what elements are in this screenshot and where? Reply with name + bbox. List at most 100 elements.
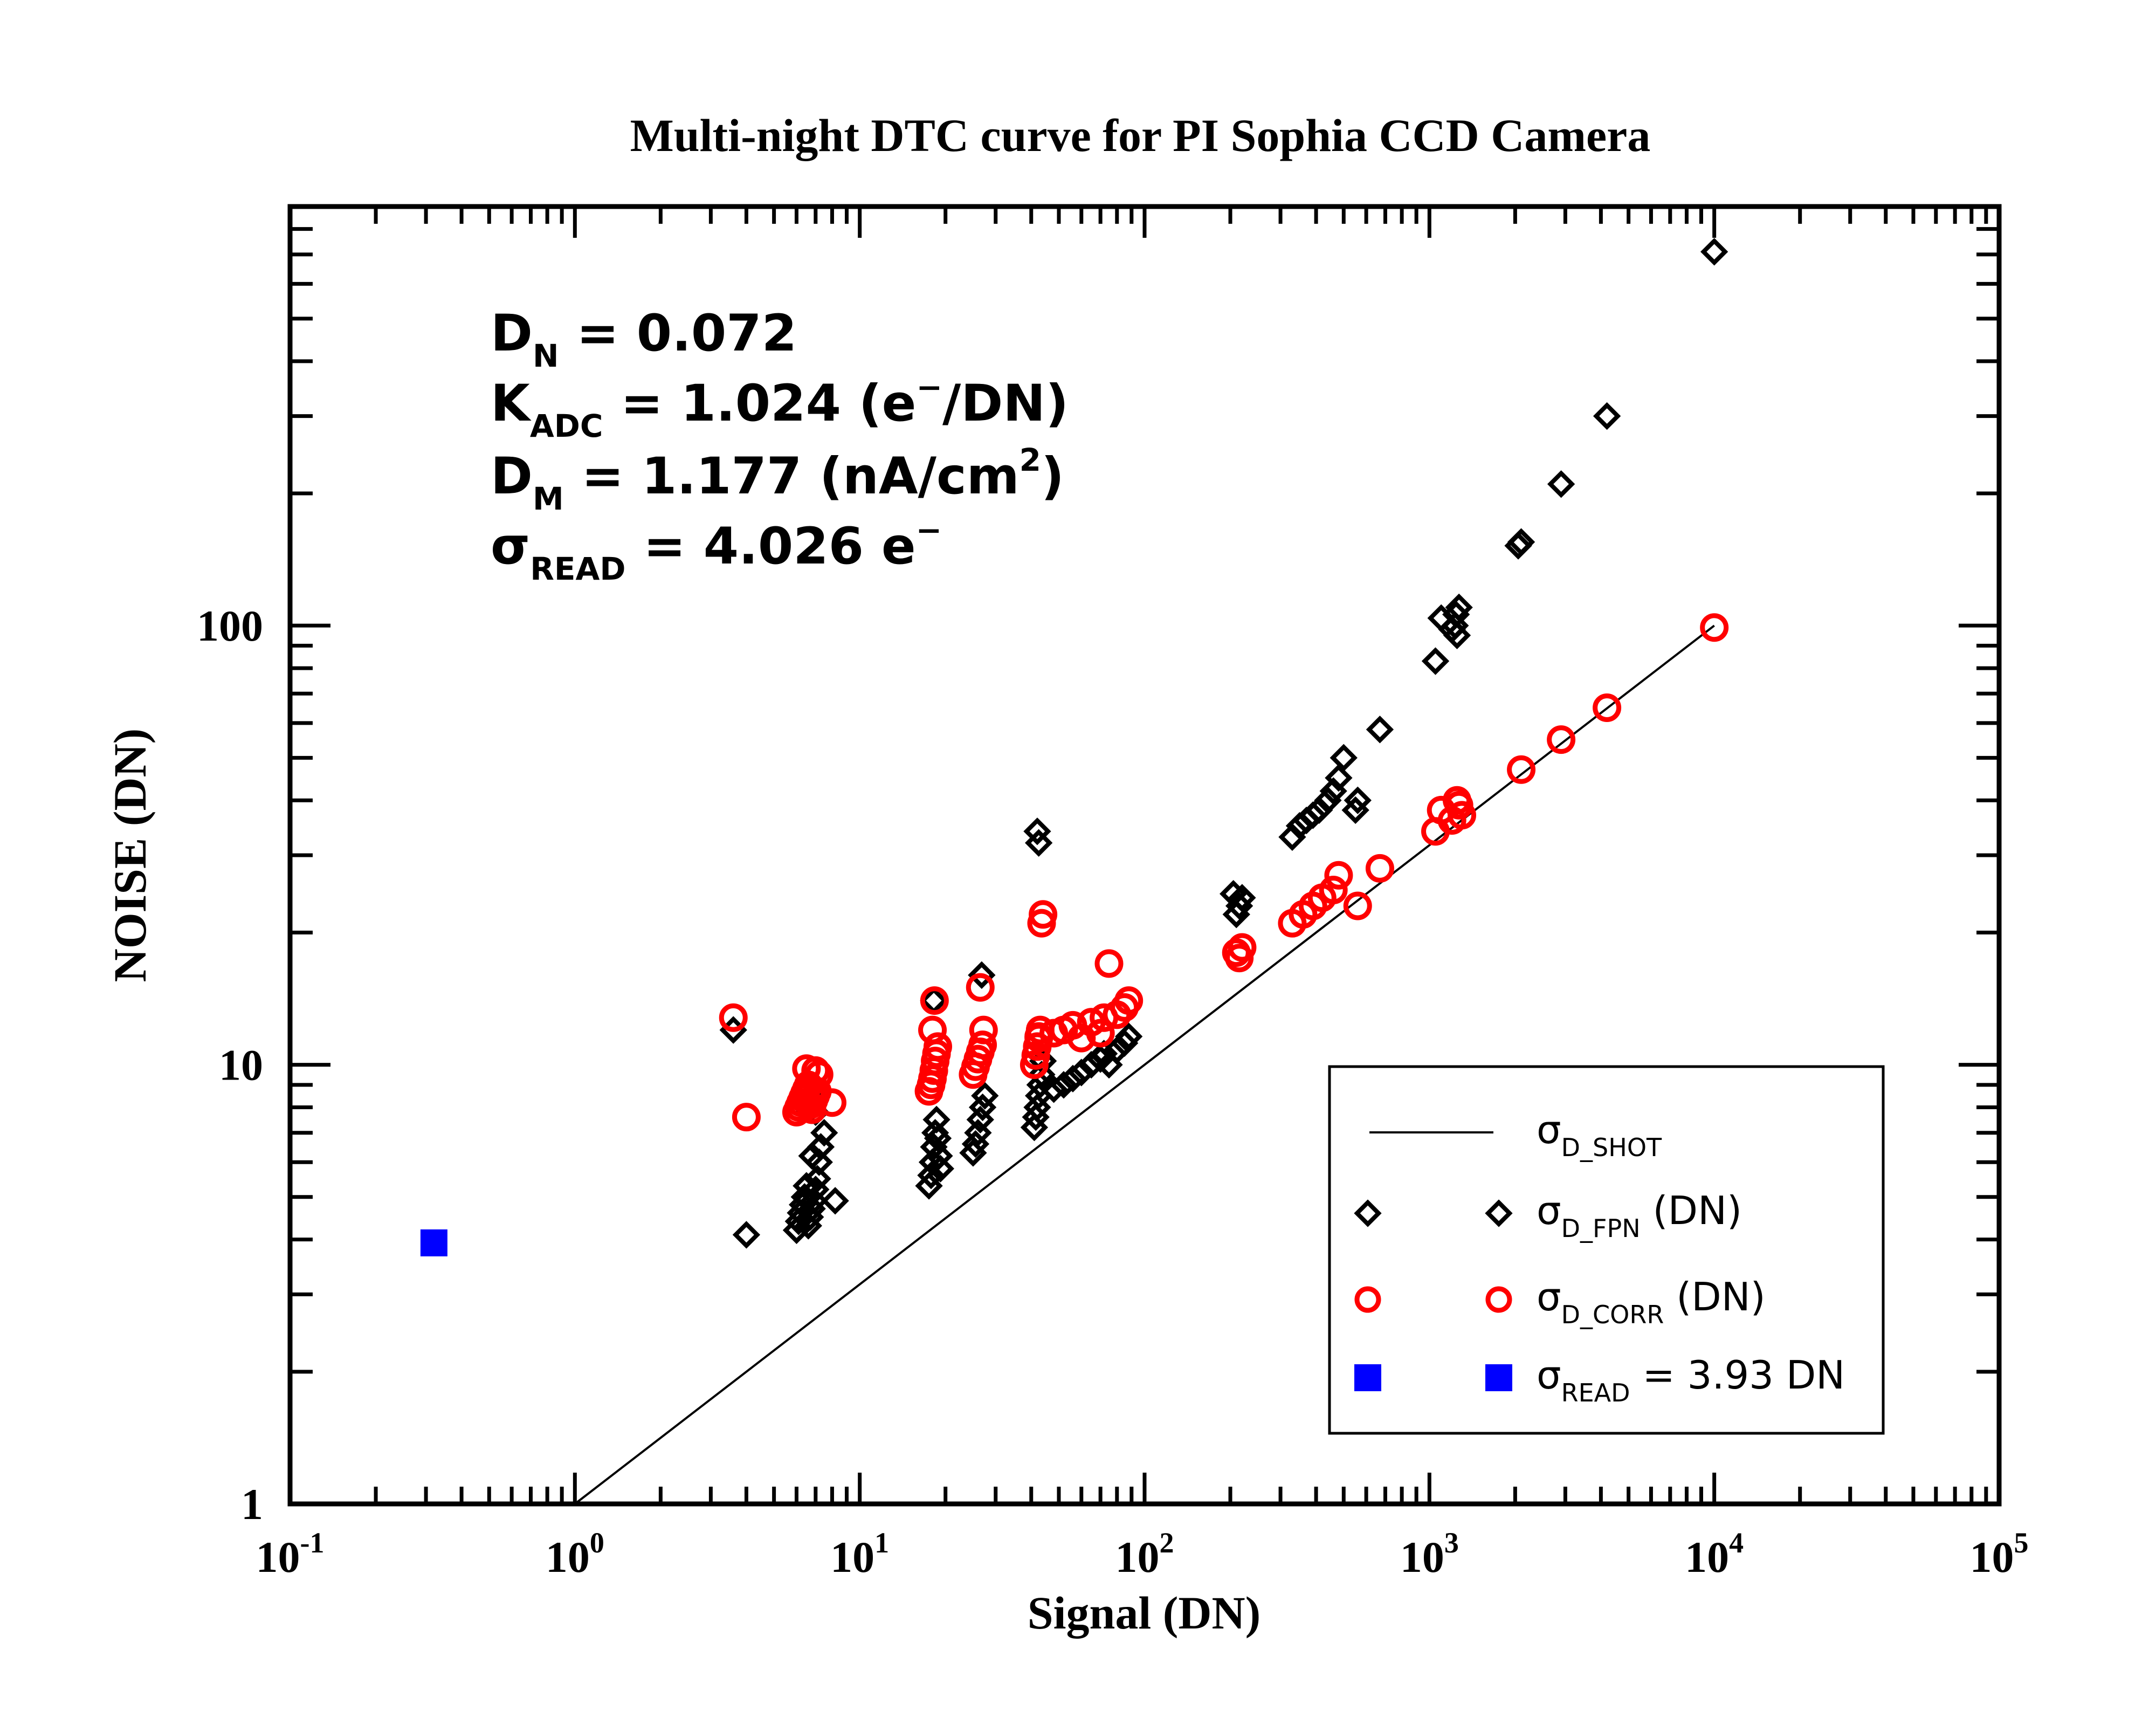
x-tick-label: 104 bbox=[1685, 1527, 1744, 1582]
point-corr bbox=[1444, 791, 1473, 820]
annotation-line: DM = 1.177 (nA/cm2) bbox=[491, 442, 1064, 517]
point-fpn bbox=[805, 1148, 833, 1176]
legend-label-corr: σD_CORR (DN) bbox=[1537, 1274, 1766, 1329]
annotation-symbol: K bbox=[491, 374, 532, 433]
point-corr bbox=[1086, 1019, 1115, 1048]
legend-label-shot: σD_SHOT bbox=[1537, 1107, 1662, 1162]
point-fpn bbox=[810, 1119, 838, 1147]
legend-marker-corr bbox=[1485, 1286, 1512, 1313]
point-corr bbox=[1094, 949, 1124, 978]
point-fpn bbox=[1090, 1040, 1118, 1068]
point-corr bbox=[1343, 891, 1372, 920]
point-corr bbox=[1593, 693, 1622, 723]
point-corr bbox=[801, 1056, 830, 1085]
point-fpn bbox=[803, 1165, 831, 1193]
annotation-superscript: − bbox=[916, 369, 942, 406]
point-fpn bbox=[1023, 817, 1051, 846]
chart-title: Multi-night DTC curve for PI Sophia CCD … bbox=[630, 109, 1651, 161]
point-fpn bbox=[1507, 528, 1535, 556]
point-fpn bbox=[925, 1142, 953, 1170]
legend-label-read: σREAD = 3.93 DN bbox=[1537, 1352, 1845, 1407]
point-fpn bbox=[968, 961, 996, 989]
annotation-superscript: − bbox=[916, 512, 942, 548]
annotation-value: = 1.177 (nA/cm bbox=[564, 447, 1020, 506]
point-corr bbox=[918, 1015, 947, 1044]
x-tick-label: 10-1 bbox=[256, 1527, 325, 1582]
point-corr bbox=[1547, 725, 1576, 754]
point-corr bbox=[1024, 1022, 1053, 1051]
y-axis-label: NOISE (DN) bbox=[104, 729, 156, 982]
point-corr bbox=[1319, 875, 1348, 904]
point-fpn bbox=[1220, 879, 1248, 908]
point-fpn bbox=[917, 1162, 945, 1190]
annotation-superscript: 2 bbox=[1020, 442, 1041, 478]
point-fpn bbox=[798, 1142, 826, 1170]
point-corr bbox=[968, 1030, 997, 1060]
annotation-subscript: ADC bbox=[530, 408, 603, 444]
annotation-symbol: σ bbox=[491, 517, 530, 576]
point-fpn bbox=[1299, 801, 1327, 829]
point-read bbox=[420, 1229, 447, 1256]
point-fpn bbox=[964, 1119, 992, 1147]
annotation-line: σREAD = 4.026 e− bbox=[491, 512, 942, 587]
point-fpn bbox=[1050, 1071, 1078, 1099]
legend-marker-fpn bbox=[1485, 1199, 1513, 1227]
point-fpn bbox=[1028, 1061, 1056, 1089]
legend: σD_SHOT σD_FPN (DN) σD_CORR (DN) σREAD = 3.… bbox=[1328, 1065, 1885, 1435]
legend-box bbox=[1328, 1065, 1885, 1435]
axes: 10-1 100 101 102 103 104 105 1 10 100 bbox=[197, 204, 2029, 1582]
legend-label-fpn: σD_FPN (DN) bbox=[1537, 1188, 1742, 1243]
point-fpn bbox=[1314, 786, 1342, 814]
point-corr bbox=[1324, 861, 1353, 890]
series-line-shot bbox=[574, 624, 1715, 1505]
point-corr bbox=[1029, 900, 1058, 929]
x-tick-label: 102 bbox=[1115, 1527, 1174, 1582]
annotation-symbol: D bbox=[491, 447, 533, 506]
y-tick-label: 100 bbox=[197, 601, 263, 650]
annotation-subscript: READ bbox=[530, 551, 625, 587]
y-tick-label: 10 bbox=[219, 1041, 263, 1090]
annotation-line: DN = 0.072 bbox=[491, 304, 797, 374]
legend-marker-fpn bbox=[1354, 1199, 1382, 1227]
legend-marker-corr bbox=[1354, 1286, 1381, 1313]
x-tick-label: 105 bbox=[1970, 1527, 2029, 1582]
point-fpn bbox=[971, 1082, 999, 1110]
point-fpn bbox=[1330, 744, 1358, 772]
point-fpn bbox=[1593, 402, 1621, 430]
point-fpn bbox=[1344, 786, 1372, 814]
point-fpn bbox=[1228, 884, 1256, 912]
point-corr bbox=[732, 1103, 761, 1132]
annotation-symbol: D bbox=[491, 304, 533, 363]
annotation-value: = 1.024 (e bbox=[603, 374, 916, 433]
point-corr bbox=[1365, 854, 1394, 883]
point-fpn bbox=[1441, 611, 1469, 640]
x-axis-label: Signal (DN) bbox=[1028, 1587, 1260, 1639]
y-tick-label: 1 bbox=[241, 1480, 263, 1529]
x-tick-label: 101 bbox=[830, 1527, 889, 1582]
point-fpn bbox=[1278, 823, 1306, 851]
point-fpn bbox=[1115, 1022, 1143, 1050]
point-fpn bbox=[1103, 1036, 1131, 1064]
point-fpn bbox=[1442, 600, 1470, 629]
point-corr bbox=[966, 973, 995, 1002]
point-fpn bbox=[1025, 829, 1053, 857]
point-fpn bbox=[1059, 1064, 1087, 1092]
annotation-value: = 0.072 bbox=[559, 304, 797, 363]
point-fpn bbox=[1421, 647, 1450, 675]
point-corr bbox=[1700, 613, 1729, 642]
point-fpn bbox=[1067, 1059, 1096, 1087]
legend-marker-read bbox=[1354, 1364, 1381, 1391]
annotation-unit: ) bbox=[1041, 447, 1064, 506]
point-corr bbox=[924, 1032, 953, 1061]
point-fpn bbox=[1325, 764, 1353, 792]
point-fpn bbox=[821, 1187, 849, 1215]
point-fpn bbox=[732, 1221, 761, 1249]
annotation-subscript: N bbox=[533, 338, 559, 374]
point-corr bbox=[1507, 755, 1536, 784]
annotation-line: KADC = 1.024 (e−/DN) bbox=[491, 369, 1069, 444]
point-corr bbox=[817, 1088, 846, 1117]
annotation-unit: /DN) bbox=[942, 374, 1069, 433]
